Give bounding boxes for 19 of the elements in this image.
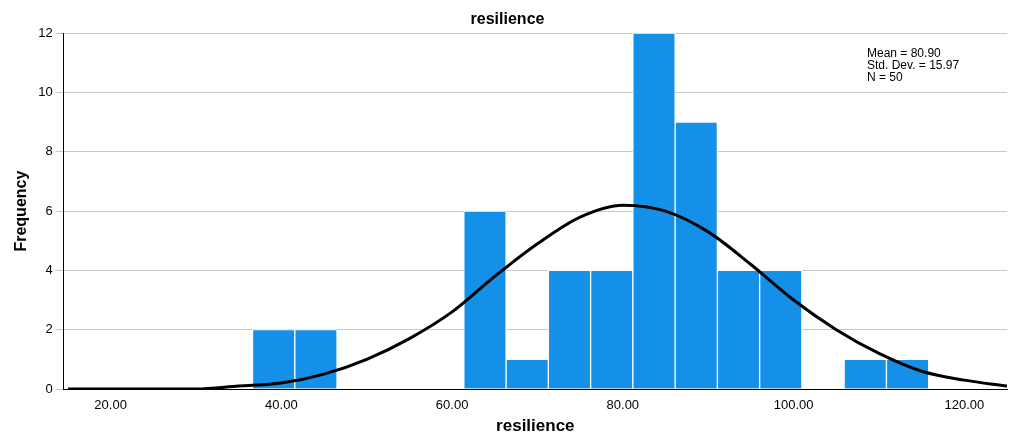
y-tick-label: 0 — [45, 380, 53, 396]
y-tick-label: 2 — [45, 321, 53, 337]
annotation: N = 50 — [867, 69, 904, 84]
y-axis-title: Frequency — [12, 170, 30, 252]
y-tick-label: 8 — [45, 143, 53, 159]
x-tick-label: 60.00 — [435, 397, 469, 413]
annotation: Std. Dev. = 15.97 — [867, 57, 960, 72]
y-tick-label: 12 — [38, 24, 53, 40]
x-tick-label: 40.00 — [265, 397, 298, 413]
x-tick-label: 120.00 — [944, 397, 985, 413]
x-tick-label: 80.00 — [606, 397, 640, 413]
y-tick-label: 4 — [45, 261, 53, 277]
x-tick-label: 20.00 — [94, 397, 127, 413]
y-tick-label: 10 — [38, 84, 53, 100]
x-axis-title: resilience — [496, 416, 575, 436]
x-tick-label: 100.00 — [773, 397, 814, 413]
chart-title: resilience — [470, 10, 545, 28]
annotation: Mean = 80.90 — [867, 45, 942, 60]
y-tick-label: 6 — [45, 202, 53, 218]
